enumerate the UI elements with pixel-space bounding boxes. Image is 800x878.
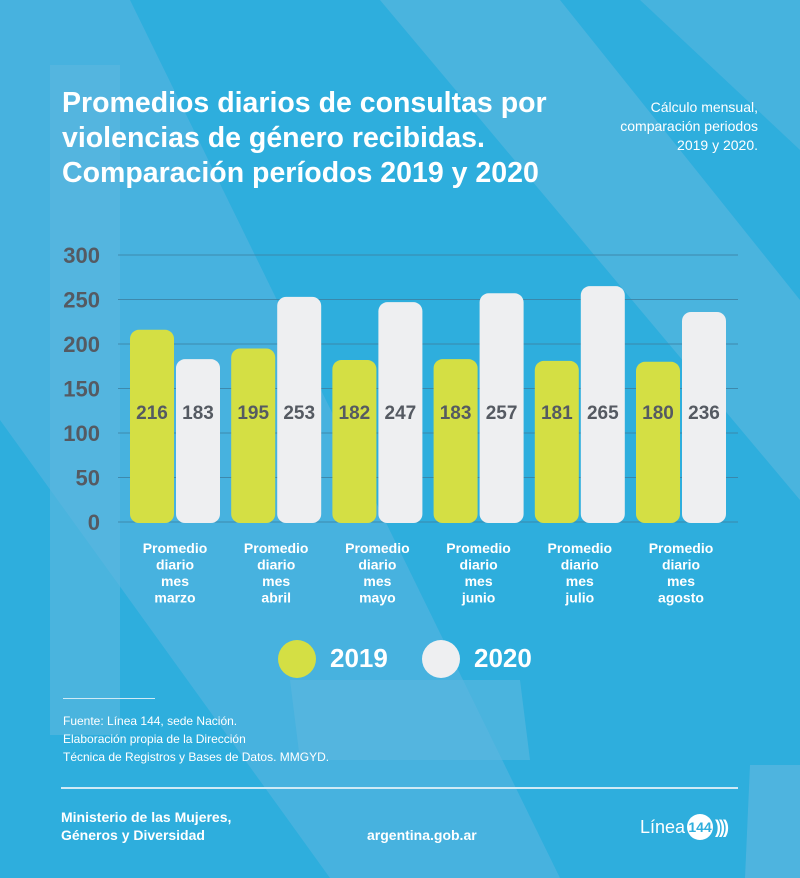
bar-value-label: 257 <box>486 403 518 424</box>
title-line: Comparación períodos 2019 y 2020 <box>62 157 539 189</box>
x-category-label: mes <box>161 573 189 589</box>
x-category-label: junio <box>461 590 495 606</box>
x-category-label: marzo <box>154 590 195 606</box>
x-category-label: mes <box>465 573 493 589</box>
bar-2020 <box>277 296 322 523</box>
divider <box>63 698 155 699</box>
x-category-label: mes <box>667 573 695 589</box>
title-line: violencias de género recibidas. <box>62 122 485 154</box>
bar-value-label: 216 <box>136 403 168 424</box>
chart-title: Promedios diarios de consultas por viole… <box>62 86 602 191</box>
background-stripe <box>50 65 120 735</box>
bar-value-label: 253 <box>283 403 315 424</box>
y-tick-label: 100 <box>63 421 100 446</box>
source-note: Fuente: Línea 144, sede Nación. Elaborac… <box>63 712 329 766</box>
x-category-label: Promedio <box>143 540 208 556</box>
x-category-label: diario <box>561 557 599 573</box>
bar-2019 <box>534 360 579 523</box>
background-stripe <box>745 765 800 878</box>
logo-number: 144 <box>687 814 714 840</box>
bar-value-label: 182 <box>339 403 371 424</box>
x-category-label: abril <box>261 590 291 606</box>
y-tick-label: 0 <box>88 510 100 535</box>
title-line: Promedios diarios de consultas por <box>62 87 547 119</box>
subtitle-line: Cálculo mensual, <box>650 99 758 115</box>
x-category-label: mes <box>262 573 290 589</box>
bar-value-label: 183 <box>182 403 214 424</box>
linea-144-logo: Línea 144 ))) <box>640 814 729 840</box>
source-line: Fuente: Línea 144, sede Nación. <box>63 714 238 728</box>
bar-2020 <box>682 311 726 523</box>
bar-value-label: 247 <box>385 403 417 424</box>
x-category-label: mes <box>566 573 594 589</box>
x-category-label: agosto <box>658 590 704 606</box>
source-line: Técnica de Registros y Bases de Datos. M… <box>63 750 330 764</box>
subtitle-line: 2019 y 2020. <box>677 137 758 153</box>
x-category-label: diario <box>156 557 194 573</box>
bar-value-label: 195 <box>237 403 269 424</box>
x-category-label: mes <box>363 573 391 589</box>
bar-value-label: 180 <box>642 403 674 424</box>
x-category-label: diario <box>257 557 295 573</box>
y-tick-label: 150 <box>63 377 100 402</box>
x-category-label: Promedio <box>649 540 714 556</box>
bar-2020 <box>479 293 524 523</box>
x-category-label: diario <box>662 557 700 573</box>
x-category-label: julio <box>564 590 594 606</box>
bar-2019 <box>433 359 478 523</box>
subtitle-line: comparación periodos <box>620 118 758 134</box>
bar-2019 <box>332 360 377 523</box>
legend-swatch-2019 <box>278 640 316 678</box>
background-stripe <box>290 680 530 760</box>
y-tick-label: 300 <box>63 243 100 268</box>
background-stripe <box>640 0 800 150</box>
legend-label-2020: 2020 <box>474 643 532 673</box>
bar-2019 <box>636 361 680 523</box>
bar-2020 <box>176 359 220 523</box>
bar-value-label: 181 <box>541 403 573 424</box>
bar-2020 <box>378 302 423 523</box>
ministry-name: Ministerio de las Mujeres, Géneros y Div… <box>61 808 231 844</box>
bar-2019 <box>231 348 276 523</box>
x-category-label: Promedio <box>446 540 511 556</box>
bar-2019 <box>130 329 174 523</box>
y-tick-label: 250 <box>63 288 100 313</box>
bar-value-label: 183 <box>440 403 472 424</box>
ministry-line: Ministerio de las Mujeres, <box>61 809 232 825</box>
x-category-label: diario <box>460 557 498 573</box>
legend-label-2019: 2019 <box>330 643 388 673</box>
x-category-label: mayo <box>359 590 396 606</box>
sound-waves-icon: ))) <box>715 816 729 837</box>
website-link[interactable]: argentina.gob.ar <box>367 827 477 843</box>
footer-divider <box>61 787 738 789</box>
legend-swatch-2020 <box>422 640 460 678</box>
x-category-label: diario <box>358 557 396 573</box>
x-category-label: Promedio <box>548 540 613 556</box>
x-category-label: Promedio <box>345 540 410 556</box>
chart-subtitle: Cálculo mensual, comparación periodos 20… <box>538 98 758 155</box>
y-tick-label: 50 <box>76 466 100 491</box>
bar-value-label: 236 <box>688 403 720 424</box>
ministry-line: Géneros y Diversidad <box>61 827 205 843</box>
y-tick-label: 200 <box>63 332 100 357</box>
source-line: Elaboración propia de la Dirección <box>63 732 246 746</box>
logo-text: Línea <box>640 816 686 837</box>
bar-2020 <box>580 286 625 523</box>
x-category-label: Promedio <box>244 540 309 556</box>
bar-value-label: 265 <box>587 403 619 424</box>
